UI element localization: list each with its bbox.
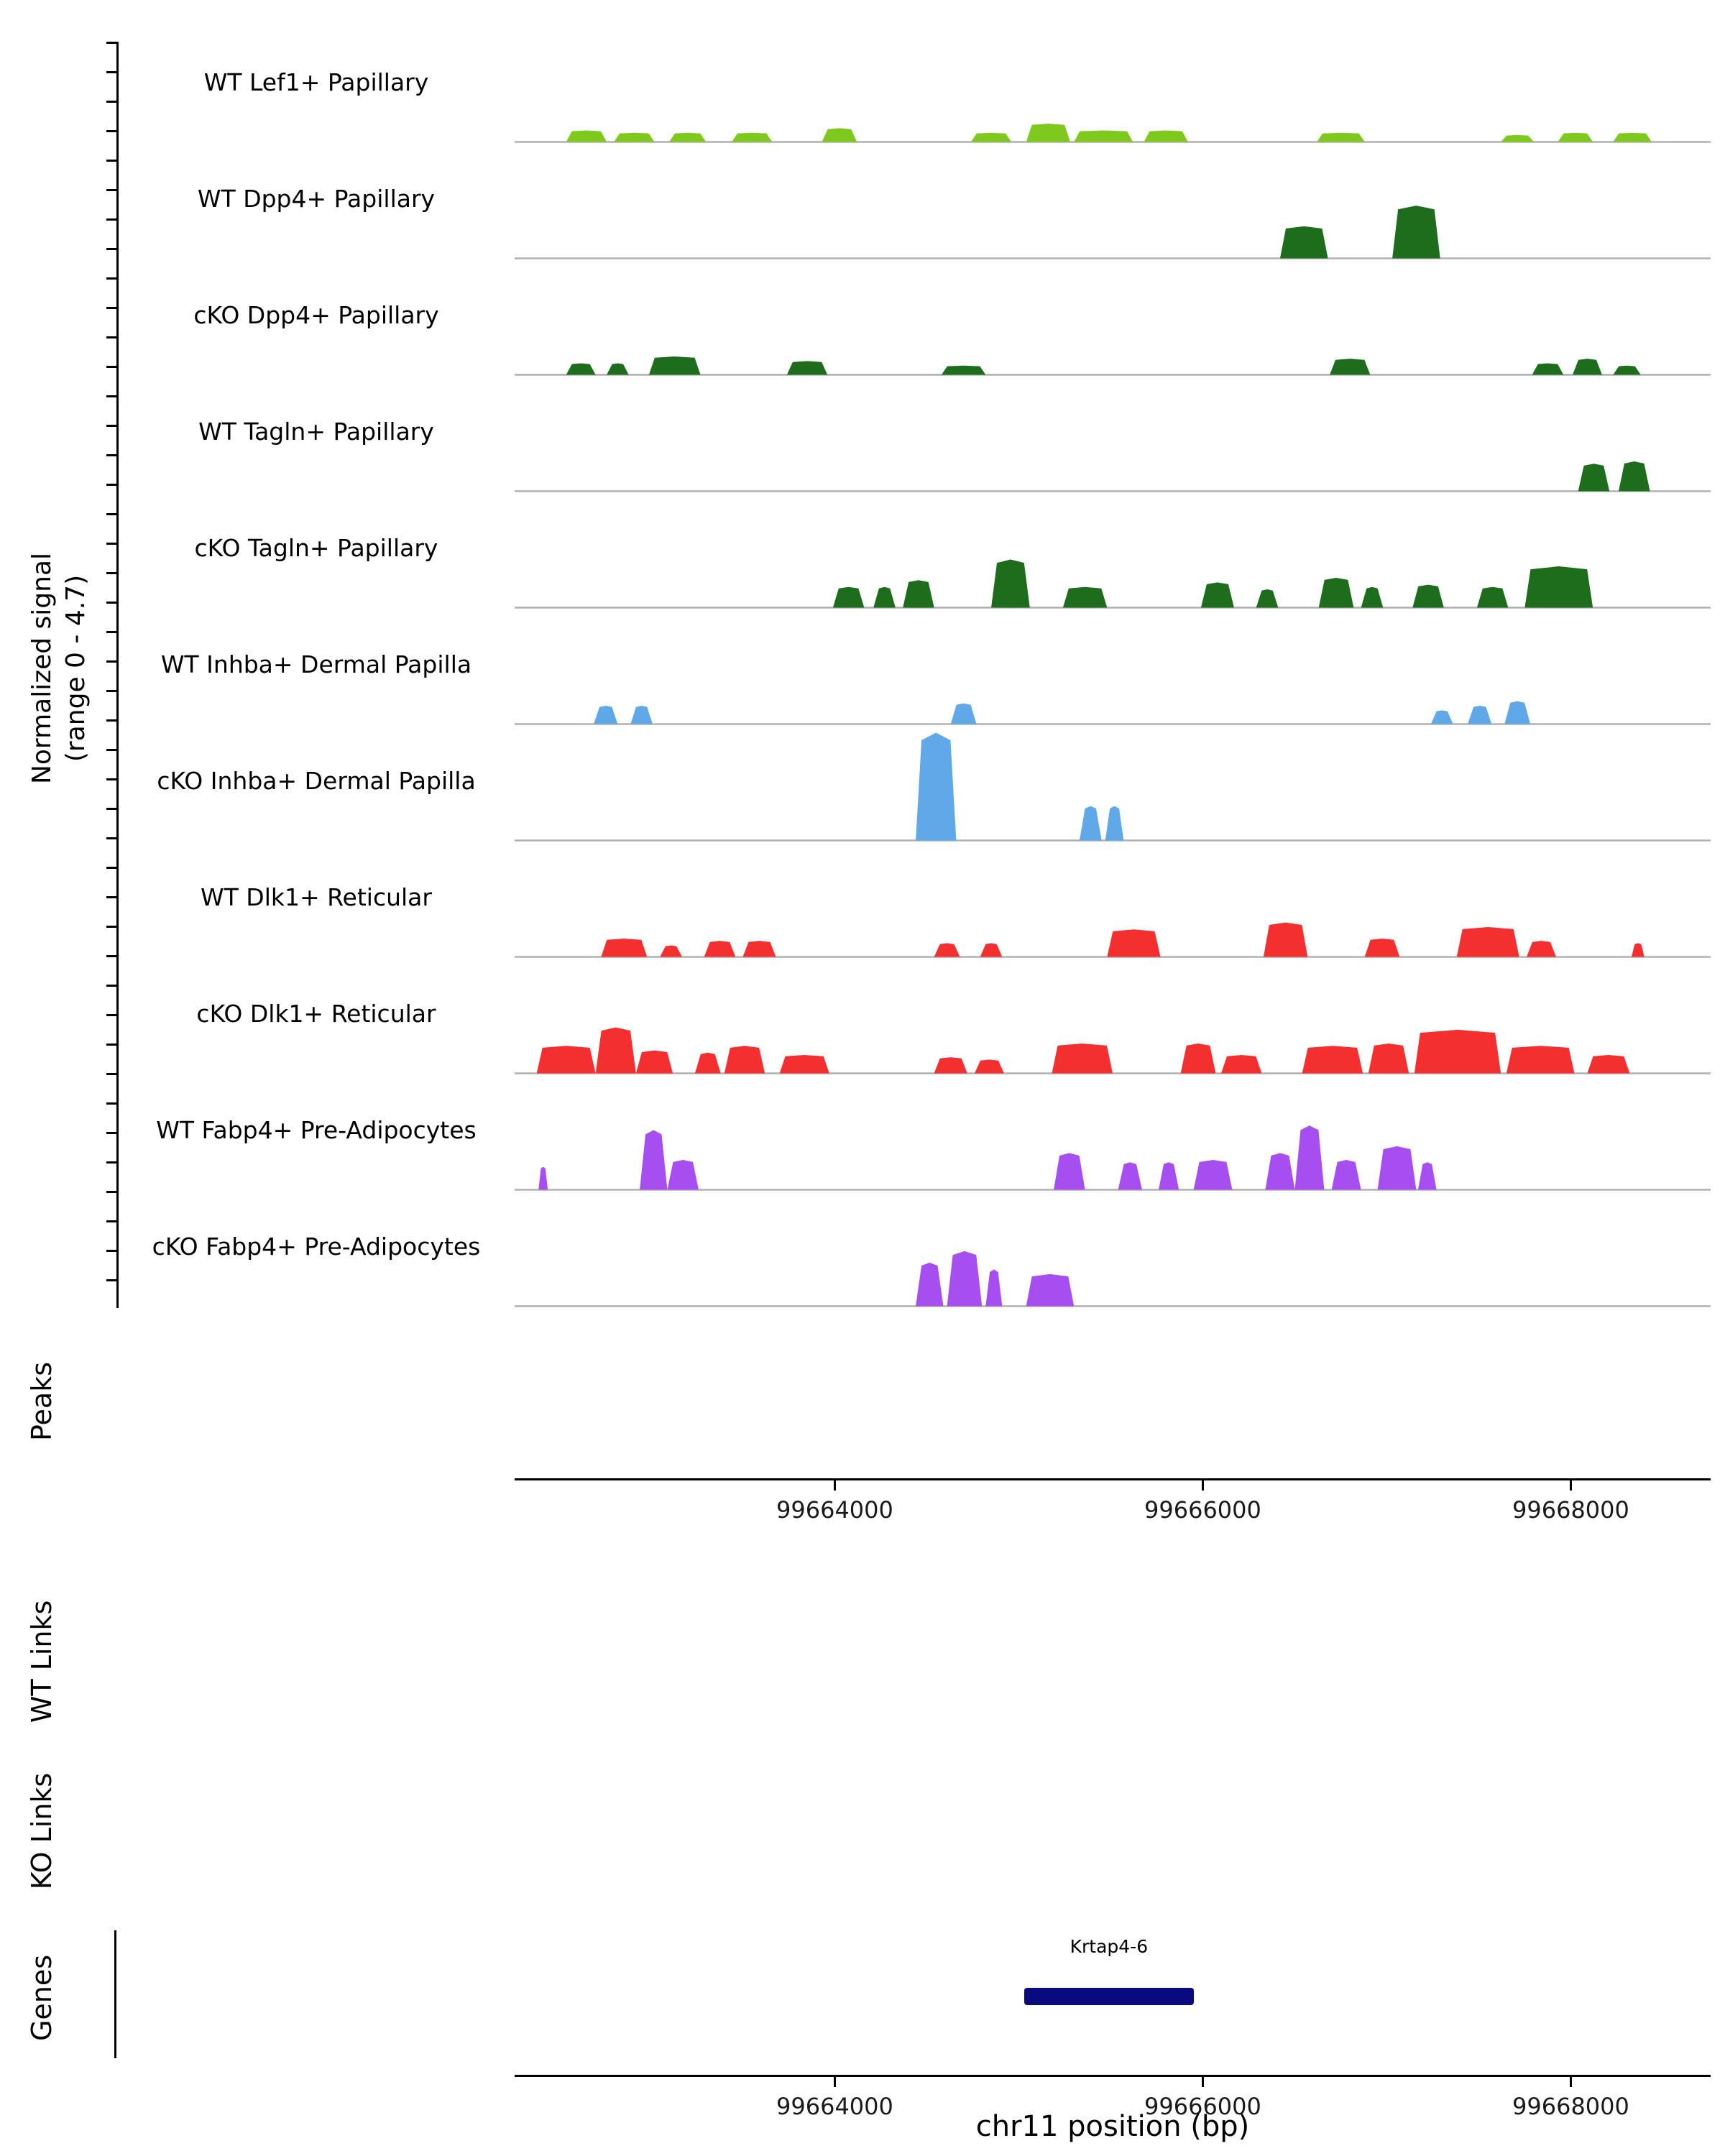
track-signal (515, 701, 1711, 725)
track-signal (515, 559, 1711, 609)
gene-body (1024, 1988, 1194, 2005)
track-row: WT Dpp4+ Papillary (0, 145, 1725, 262)
x-axis-title: chr11 position (bp) (975, 2110, 1250, 2143)
track-signal (515, 1027, 1711, 1074)
track-label: WT Lef1+ Papillary (203, 68, 429, 96)
track-signal (515, 1250, 1711, 1307)
genes-bracket-line (114, 1930, 116, 2058)
track-row: cKO Inhba+ Dermal Papilla (0, 727, 1725, 844)
track-label: cKO Tagln+ Papillary (194, 534, 438, 562)
track-row: cKO Fabp4+ Pre-Adipocytes (0, 1193, 1725, 1309)
track-label: WT Fabp4+ Pre-Adipocytes (156, 1116, 477, 1144)
track-label: cKO Fabp4+ Pre-Adipocytes (152, 1233, 481, 1261)
track-signal (515, 356, 1711, 376)
track-label: WT Dpp4+ Papillary (197, 185, 436, 213)
bottom-x-axis: 99664000 99666000 99668000 (515, 2075, 1711, 2120)
track-signal (515, 206, 1711, 259)
track-row: WT Dlk1+ Reticular (0, 844, 1725, 960)
track-row: cKO Dlk1+ Reticular (0, 960, 1725, 1077)
track-signal (515, 732, 1711, 842)
axis-tick-label: 99666000 (1144, 1496, 1261, 1524)
axis-tick-label: 99664000 (776, 2093, 893, 2120)
axis-tick (1569, 1480, 1572, 1491)
track-signal (515, 461, 1711, 492)
wt-links-section-label: WT Links (26, 1600, 58, 1723)
gene-label: Krtap4-6 (1070, 1936, 1149, 1957)
axis-tick (833, 2077, 836, 2087)
axis-tick (1201, 1480, 1204, 1491)
axis-tick-label: 99668000 (1512, 1496, 1629, 1524)
track-label: cKO Dlk1+ Reticular (196, 1000, 436, 1028)
peaks-section-label: Peaks (26, 1361, 58, 1442)
track-label: cKO Dpp4+ Papillary (193, 301, 439, 329)
axis-tick (1201, 2077, 1204, 2087)
axis-tick-label: 99666000 (1144, 2093, 1261, 2120)
axis-tick (833, 1480, 836, 1491)
track-signal (515, 922, 1711, 958)
track-row: cKO Tagln+ Papillary (0, 494, 1725, 611)
track-row: cKO Dpp4+ Papillary (0, 262, 1725, 378)
axis-tick (1569, 2077, 1572, 2087)
y-axis-ruler (106, 42, 119, 1308)
axis-tick-label: 99664000 (776, 1496, 893, 1524)
track-label: WT Tagln+ Papillary (198, 418, 434, 446)
ko-links-section-label: KO Links (26, 1772, 58, 1890)
track-row: WT Tagln+ Papillary (0, 378, 1725, 494)
track-label: WT Inhba+ Dermal Papilla (160, 650, 472, 678)
track-signal (515, 1125, 1711, 1191)
track-label: cKO Inhba+ Dermal Papilla (157, 767, 476, 795)
track-row: WT Lef1+ Papillary (0, 29, 1725, 145)
peaks-x-axis: 99664000 99666000 99668000 (515, 1478, 1711, 1524)
track-row: WT Fabp4+ Pre-Adipocytes (0, 1077, 1725, 1193)
track-signal (515, 123, 1711, 143)
track-label: WT Dlk1+ Reticular (201, 883, 432, 911)
genes-section-label: Genes (26, 1954, 58, 2042)
axis-tick-label: 99668000 (1512, 2093, 1629, 2120)
track-row: WT Inhba+ Dermal Papilla (0, 611, 1725, 727)
